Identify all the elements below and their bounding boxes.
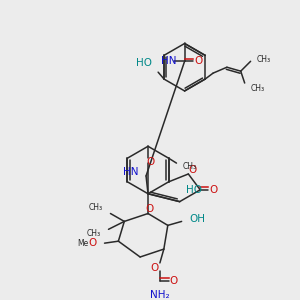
Text: CH₃: CH₃: [86, 229, 100, 238]
Text: OH: OH: [190, 214, 206, 224]
Text: Me: Me: [77, 239, 89, 248]
Text: HN: HN: [123, 167, 138, 177]
Text: O: O: [151, 263, 159, 273]
Text: CH₃: CH₃: [88, 203, 103, 212]
Text: HO: HO: [186, 185, 202, 195]
Text: O: O: [188, 165, 196, 175]
Text: CH₃: CH₃: [182, 162, 197, 171]
Text: O: O: [145, 204, 153, 214]
Text: O: O: [194, 56, 202, 66]
Text: O: O: [88, 238, 97, 248]
Text: HN: HN: [161, 56, 176, 66]
Text: O: O: [147, 157, 155, 167]
Text: O: O: [169, 276, 178, 286]
Text: CH₃: CH₃: [256, 55, 271, 64]
Text: CH₃: CH₃: [250, 85, 265, 94]
Text: NH₂: NH₂: [150, 290, 170, 300]
Text: HO: HO: [136, 58, 152, 68]
Text: O: O: [209, 185, 217, 195]
